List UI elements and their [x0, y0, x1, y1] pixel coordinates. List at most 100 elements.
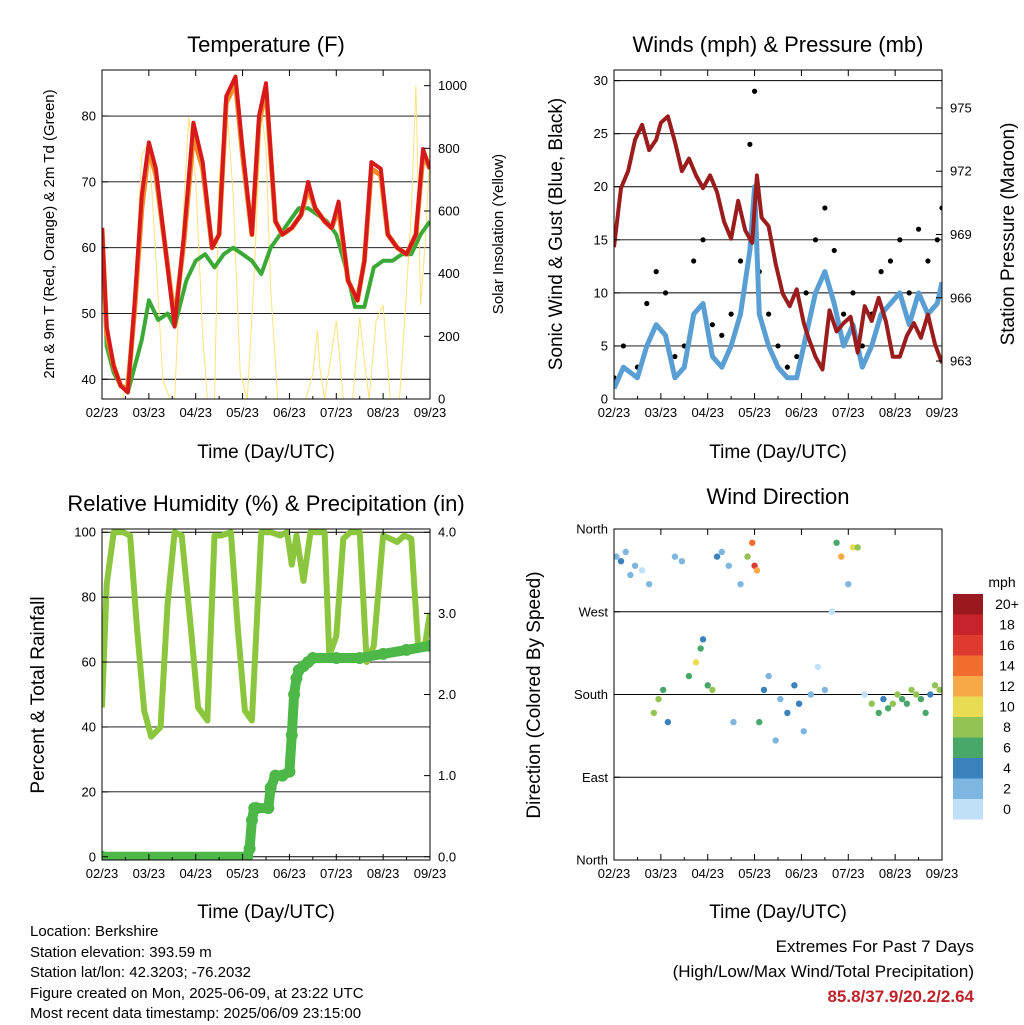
wind-direction-point: [631, 562, 639, 569]
precipitation-point: [288, 688, 301, 701]
gust-point: [784, 364, 790, 370]
wind-direction-point: [627, 571, 634, 579]
x-tick-label: 07/23: [832, 866, 865, 881]
y-right-tick-label: 3.0: [438, 606, 456, 621]
legend-swatch: [953, 778, 983, 799]
y-tick-label: North: [576, 853, 608, 868]
wind-direction-xlabel: Time (Day/UTC): [709, 902, 847, 923]
wind-direction-point: [697, 645, 704, 652]
gust-point: [747, 141, 753, 147]
wind-direction-point: [854, 544, 861, 551]
gust-point: [662, 290, 669, 296]
legend-swatch: [953, 676, 983, 697]
y-tick-label: 0: [89, 849, 96, 864]
wind-direction-point: [772, 737, 779, 744]
winds-panel: Winds (mph) & Pressure (mb) 0 5 10 15 20 25 30…: [546, 32, 1019, 463]
wind-direction-points: [614, 539, 942, 744]
legend-swatch: [953, 799, 983, 820]
station-location: Location: Berkshire: [30, 923, 159, 940]
wind-direction-point: [913, 691, 920, 698]
precipitation-line: [102, 640, 430, 860]
temperature-ylabel-right: Solar Insolation (Yellow): [490, 154, 507, 314]
precipitation-point: [102, 850, 108, 860]
station-pressure-line: [614, 114, 942, 372]
legend-label: 10: [999, 699, 1015, 715]
wind-direction-point: [685, 672, 693, 680]
temp-9m-line: [102, 80, 430, 392]
x-tick-label: 02/23: [598, 866, 631, 881]
x-tick-label: 05/23: [226, 405, 259, 420]
extremes-subtitle: (High/Low/Max Wind/Total Precipitation): [672, 962, 974, 981]
x-tick-label: 08/23: [879, 866, 912, 881]
y-right-tick-label: 1.0: [438, 768, 456, 783]
wind-direction-gridlines: [614, 528, 942, 861]
solar-insolation-line: [102, 85, 430, 399]
gust-points: [614, 88, 942, 381]
wind-direction-point: [833, 539, 840, 546]
temp-2m-line: [102, 74, 430, 395]
legend-label: 20+: [995, 596, 1019, 612]
wind-direction-point: [709, 686, 716, 694]
y-right-tick-label: 800: [438, 141, 460, 156]
wind-direction-point: [884, 705, 892, 712]
y-right-tick-label: 975: [950, 100, 972, 115]
winds-ylabel-right: Station Pressure (Maroon): [998, 123, 1019, 346]
wind-direction-point: [927, 691, 934, 698]
precipitation-point: [245, 814, 258, 827]
speed-legend-title: mph: [988, 574, 1015, 590]
y-right-tick-label: 2.0: [438, 687, 456, 702]
x-tick-label: 04/23: [691, 866, 724, 881]
gust-point: [939, 205, 942, 211]
wind-direction-point: [814, 663, 822, 671]
wind-direction-ylabel: Direction (Colored By Speed): [524, 571, 545, 818]
wind-direction-point: [828, 608, 836, 615]
gust-point: [878, 269, 884, 275]
figure-created: Figure created on Mon, 2025-06-09, at 23…: [30, 984, 364, 1002]
gust-point: [691, 258, 697, 264]
wind-direction-point: [922, 709, 929, 717]
speed-legend: 20+ 18 16 14 12 10 8 6 4 2 0: [953, 594, 1019, 820]
wind-direction-point: [699, 636, 707, 643]
x-tick-label: 03/23: [645, 405, 678, 420]
wind-direction-panel: Wind Direction NorthEastSouthWestNorth02…: [524, 484, 1019, 923]
wind-direction-point: [704, 682, 711, 689]
wind-direction-point: [737, 580, 744, 588]
wind-direction-point: [868, 700, 875, 707]
winds-axes: 0 5 10 15 20 25 30 963 966 969 972 975 02/23 03/23 04/…: [594, 70, 972, 420]
y-right-tick-label: 969: [950, 227, 972, 242]
precipitation-point: [377, 647, 390, 660]
wind-direction-point: [617, 557, 625, 565]
precipitation-point: [306, 651, 319, 664]
gust-point: [906, 290, 912, 296]
legend-swatch: [953, 717, 983, 738]
wind-direction-point: [765, 672, 772, 680]
wind-direction-point: [664, 718, 672, 726]
wind-direction-point: [756, 718, 763, 726]
wind-direction-point: [791, 682, 798, 689]
y-tick-label: East: [582, 770, 608, 785]
gust-point: [859, 343, 865, 349]
gust-point: [897, 237, 903, 243]
y-tick-label: 80: [82, 109, 96, 124]
precipitation-point: [250, 802, 263, 815]
gust-point: [841, 311, 847, 317]
wind-direction-point: [880, 695, 887, 703]
x-tick-label: 04/23: [179, 405, 212, 420]
y-right-tick-label: 1000: [438, 78, 467, 93]
wind-direction-point: [800, 728, 807, 735]
y-tick-label: 10: [594, 285, 608, 300]
y-tick-label: South: [574, 687, 608, 702]
y-tick-label: North: [576, 522, 608, 537]
legend-swatch: [953, 655, 983, 676]
legend-label: 4: [1003, 760, 1011, 776]
relative-humidity-line: [102, 529, 430, 740]
wind-direction-point: [622, 548, 629, 556]
wind-direction-point: [744, 553, 751, 560]
extremes-box: Extremes For Past 7 Days (High/Low/Max W…: [673, 934, 974, 1009]
gust-point: [794, 353, 800, 360]
x-tick-label: 06/23: [273, 405, 306, 420]
legend-swatch: [953, 696, 983, 717]
wind-direction-point: [671, 553, 679, 560]
gust-point: [728, 311, 734, 317]
